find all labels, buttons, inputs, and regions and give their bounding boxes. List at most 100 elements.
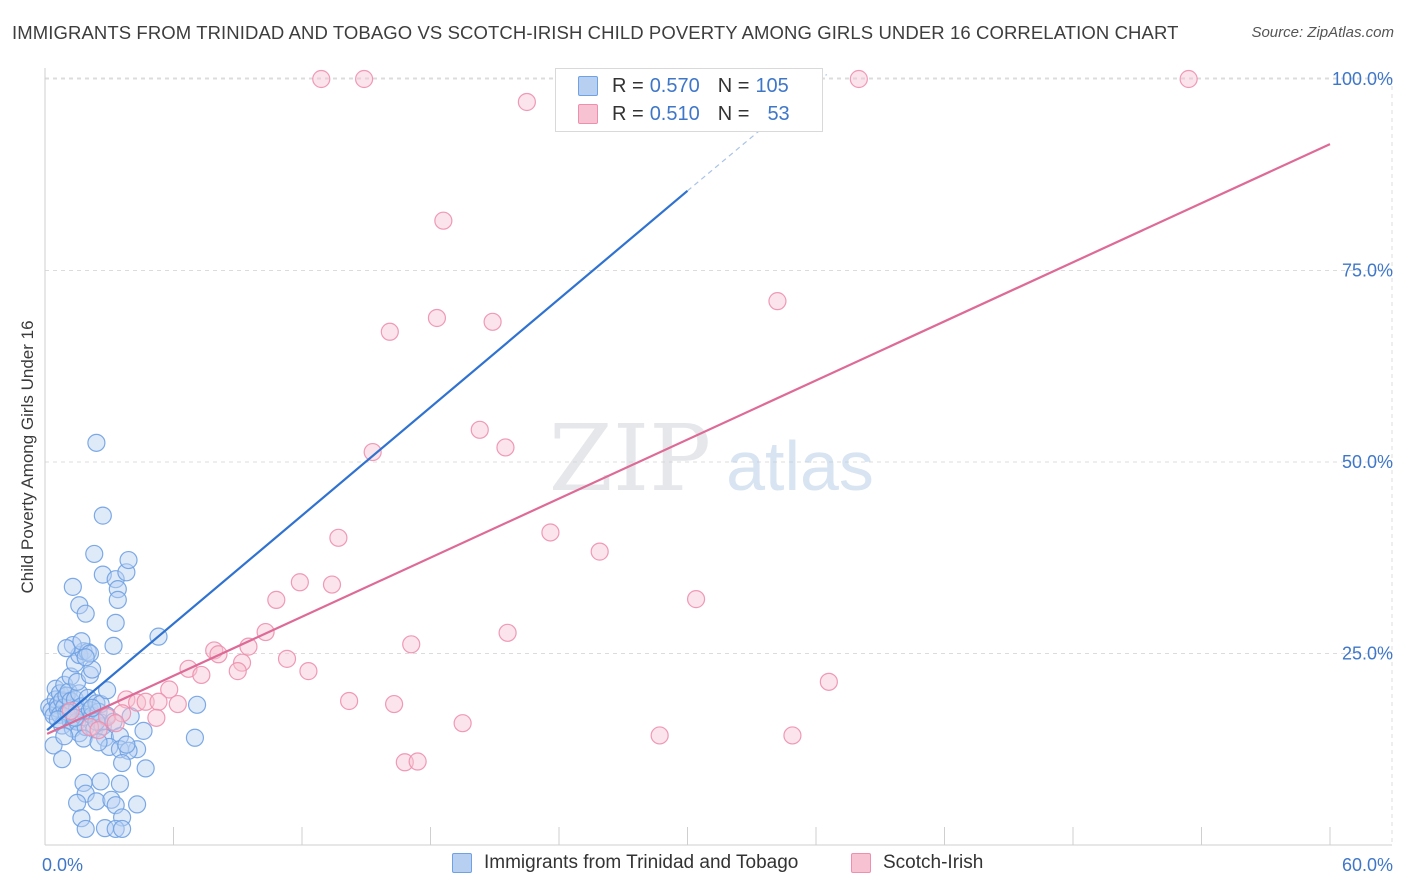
y-axis-label: Child Poverty Among Girls Under 16 (18, 320, 37, 594)
legend-row-trinidad: R = 0.570 N = 105 (578, 73, 789, 99)
scotch-irish-point (299, 662, 318, 681)
tick-labels: 25.0% 50.0% 75.0% 100.0% 0.0% 60.0% (42, 69, 1393, 875)
series-swatch-blue (452, 853, 472, 873)
trinidad-point (68, 793, 87, 812)
y-tick-label: 25.0% (1342, 644, 1393, 664)
legend-n-value: 53 (767, 102, 790, 125)
series-swatch-pink (851, 853, 871, 873)
scotch-irish-point (363, 442, 382, 462)
legend-r-value: 0.510 (649, 102, 700, 125)
trinidad-point (187, 695, 207, 714)
trinidad-point (63, 577, 82, 596)
scotch-irish-point (1179, 69, 1198, 89)
scotch-irish-point (329, 528, 348, 547)
trend-lines (46, 73, 1331, 735)
legend: R = 0.570 N = 105 R = 0.510 N = 53 (555, 68, 823, 132)
scotch-irish-point (395, 753, 414, 772)
scotch-irish-trend-line (46, 143, 1331, 735)
trinidad-point (104, 636, 123, 655)
scotch-irish-point (147, 708, 166, 727)
scotch-irish-point (517, 92, 536, 112)
scotch-irish-point (483, 312, 502, 331)
scotch-irish-point (819, 672, 838, 691)
scotch-irish-point (228, 662, 247, 681)
scotch-irish-point (136, 692, 155, 711)
trinidad-point (87, 433, 106, 452)
scotch-irish-point (256, 622, 275, 642)
scotch-irish-point (434, 211, 453, 230)
trinidad-point (134, 721, 153, 740)
trinidad-point (53, 750, 72, 769)
x-tick-label-min: 0.0% (42, 855, 83, 875)
scotch-irish-point (498, 623, 517, 642)
scotch-irish-point (160, 680, 179, 699)
scotch-irish-point (355, 69, 374, 89)
chart-title: IMMIGRANTS FROM TRINIDAD AND TOBAGO VS S… (12, 22, 1179, 43)
axes (44, 68, 1392, 846)
scotch-irish-point (768, 292, 787, 311)
scotch-irish-point (89, 720, 108, 740)
trinidad-point (117, 735, 136, 754)
legend-n-label: N = (717, 74, 750, 97)
legend-n-value: 105 (755, 74, 789, 97)
trinidad-point (108, 580, 127, 599)
scotch-irish-point (112, 704, 132, 723)
trinidad-point (76, 604, 95, 623)
series-legend-scotch-irish: Scotch-Irish (851, 852, 983, 874)
scotch-irish-point (402, 635, 421, 654)
y-tick-label: 50.0% (1342, 452, 1393, 472)
scotch-irish-point (427, 308, 447, 328)
scotch-irish-point (232, 653, 252, 672)
legend-swatch-pink (578, 104, 598, 124)
scotch-irish-point (267, 590, 286, 609)
trinidad-point (108, 590, 127, 609)
watermark-zip: ZIP (549, 405, 711, 512)
trinidad-point (85, 544, 104, 564)
trinidad-trend-extension (687, 73, 828, 192)
trinidad-point (185, 728, 205, 747)
legend-r-label: R = (612, 102, 644, 125)
scotch-irish-point (149, 692, 168, 711)
scotch-irish-point (380, 322, 399, 341)
trinidad-point (119, 550, 138, 570)
grid-lines (45, 77, 1393, 845)
legend-swatch-blue (578, 76, 598, 96)
trinidad-point (91, 772, 110, 791)
scotch-irish-point (453, 714, 472, 733)
scotch-irish-point (168, 694, 187, 714)
trinidad-point (112, 753, 132, 773)
scotch-irish-point (783, 726, 802, 745)
trinidad-point (55, 727, 74, 746)
scotch-irish-point (322, 575, 342, 594)
scotch-irish-point (277, 649, 297, 668)
series-name-scotch-irish: Scotch-Irish (883, 852, 984, 873)
watermark-atlas: atlas (726, 427, 874, 505)
scotch-irish-point (470, 420, 489, 439)
trinidad-trend-line (46, 189, 689, 731)
y-tick-label: 100.0% (1332, 69, 1393, 89)
trinidad-point (72, 809, 91, 828)
y-tick-label: 75.0% (1342, 261, 1393, 281)
scotch-irish-point (290, 573, 309, 592)
scotch-irish-point (541, 523, 560, 542)
trinidad-point (112, 819, 132, 839)
scotch-irish-point (384, 694, 404, 714)
trinidad-point (106, 819, 125, 839)
x-tick-label-max: 60.0% (1342, 855, 1393, 875)
trinidad-point (93, 506, 112, 525)
scotch-irish-point (590, 542, 609, 561)
legend-r-value: 0.570 (649, 74, 700, 97)
series-legend-trinidad: Immigrants from Trinidad and Tobago (452, 852, 798, 874)
trinidad-point (74, 729, 93, 748)
scotch-irish-point (312, 69, 331, 89)
trinidad-point (136, 759, 155, 778)
legend-n-label: N = (717, 102, 750, 125)
legend-row-scotch-irish: R = 0.510 N = 53 (578, 101, 790, 127)
scotch-irish-point (849, 69, 868, 89)
trinidad-point (76, 648, 95, 667)
series-name-trinidad: Immigrants from Trinidad and Tobago (484, 852, 799, 873)
scotch-irish-point (496, 438, 515, 457)
source-label: Source: ZipAtlas.com (1251, 24, 1394, 41)
scotch-irish-point (340, 691, 359, 711)
